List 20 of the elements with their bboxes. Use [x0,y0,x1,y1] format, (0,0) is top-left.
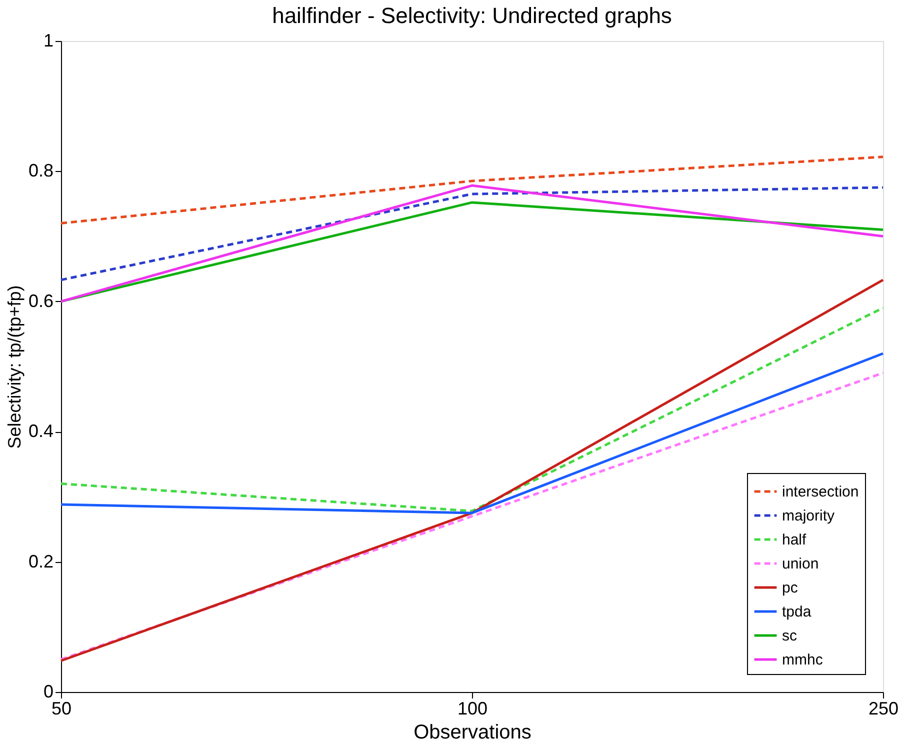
chart-title: hailfinder - Selectivity: Undirected graphs [272,3,672,28]
x-tick-label: 250 [868,698,899,718]
y-axis-title: Selectivity: tp/(tp+fp) [4,285,24,449]
legend-label: majority [782,508,836,524]
y-tick-label: 0.6 [28,290,54,311]
y-tick-label: 0 [43,682,54,702]
legend-label: tpda [782,604,812,620]
x-tick-label: 50 [51,698,72,718]
legend-label: half [782,532,808,548]
legend-label: intersection [782,484,859,500]
x-tick-label: 100 [457,698,488,718]
x-axis-title: Observations [414,722,532,744]
legend-label: sc [782,628,798,644]
y-tick-label: 1 [43,30,54,50]
legend-label: pc [782,580,798,596]
y-tick-label: 0.2 [28,551,54,572]
legend-label: mmhc [782,652,824,668]
legend-label: union [782,556,819,572]
y-tick-label: 0.8 [28,160,54,181]
y-tick-label: 0.4 [28,421,54,442]
